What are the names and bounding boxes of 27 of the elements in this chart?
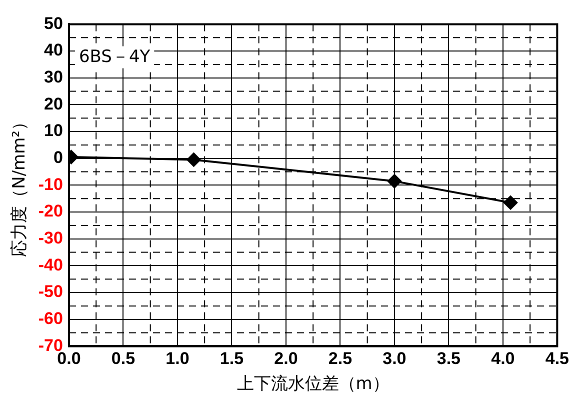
x-tick-label: 4.5 xyxy=(545,349,570,368)
x-tick-label: 2.5 xyxy=(328,349,352,368)
y-tick-label: 50 xyxy=(44,14,63,33)
y-tick-label: 0 xyxy=(54,148,63,168)
point xyxy=(504,196,518,210)
y-tick-label: -40 xyxy=(38,255,63,274)
y-tick-label: -20 xyxy=(38,202,63,221)
x-tick-label: 4.0 xyxy=(491,349,515,368)
y-tick-label: 20 xyxy=(44,94,63,114)
y-tick-label: 10 xyxy=(44,121,63,140)
y-tick-label: -50 xyxy=(38,282,63,302)
x-tick-label: 2.0 xyxy=(274,349,298,368)
x-tick-label: 3.5 xyxy=(436,349,461,368)
y-tick-label: 40 xyxy=(44,40,63,60)
x-tick-label: 1.5 xyxy=(220,349,244,368)
x-tick-label: 1.0 xyxy=(166,349,190,368)
annotation: 6BS－4Y xyxy=(78,47,151,68)
y-tick-label: 30 xyxy=(44,68,63,87)
x-tick-label: 3.0 xyxy=(382,349,406,368)
x-axis-title: 上下流水位差（m） xyxy=(236,374,390,394)
x-tick-label: 0.5 xyxy=(111,349,136,368)
y-tick-label: -30 xyxy=(38,228,63,248)
y-axis-title: 応力度（N/mm²） xyxy=(10,114,30,257)
point xyxy=(186,152,201,167)
point xyxy=(387,174,402,188)
y-tick-label: -60 xyxy=(38,309,63,328)
y-tick-label: -10 xyxy=(38,174,63,194)
